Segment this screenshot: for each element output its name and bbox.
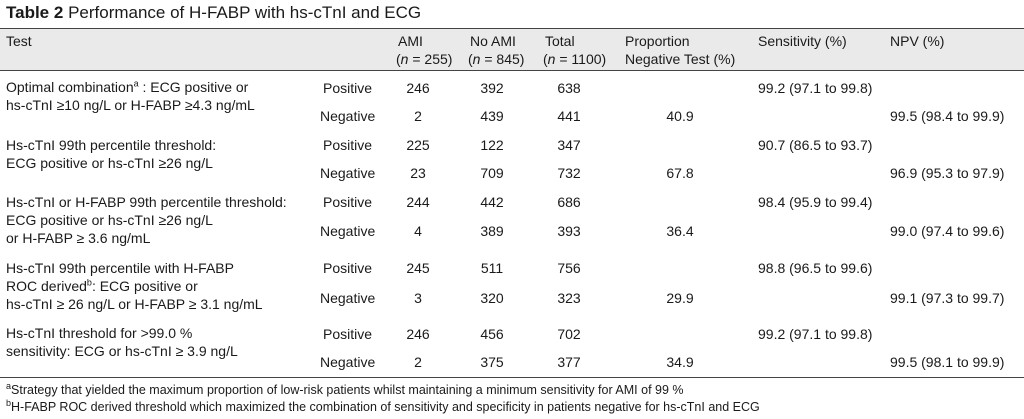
- header-noami: No AMI: [470, 33, 516, 49]
- group-3-negative-noami: 389: [480, 223, 504, 239]
- header-ami-n: (n = 255): [396, 51, 453, 67]
- group-2-positive-ami: 225: [406, 137, 430, 153]
- table-caption: Performance of H-FABP with hs-cTnI and E…: [68, 3, 422, 22]
- group-2-negative-proportion: 67.8: [666, 165, 694, 181]
- group-4-test-line-2: ROC derivedb: ECG positive or: [6, 277, 198, 294]
- header-rule: [0, 70, 1024, 71]
- footnote-b: bH-FABP ROC derived threshold which maxi…: [6, 397, 760, 414]
- group-1-positive-label: Positive: [323, 80, 373, 96]
- group-5-negative-npv: 99.5 (98.1 to 99.9): [890, 354, 1005, 370]
- bottom-rule: [0, 377, 1024, 378]
- group-2-positive-noami: 122: [480, 137, 504, 153]
- group-2-test-line-2: ECG positive or hs-cTnI ≥26 ng/L: [6, 155, 213, 171]
- group-1-positive-noami: 392: [480, 80, 504, 96]
- group-4-negative-ami: 3: [414, 290, 422, 306]
- group-4-negative-noami: 320: [480, 290, 504, 306]
- header-noami-n: (n = 845): [468, 51, 525, 67]
- group-4-negative-total: 323: [557, 290, 581, 306]
- group-3-test-line-3: or H-FABP ≥ 3.6 ng/mL: [6, 230, 151, 246]
- group-3-negative-proportion: 36.4: [666, 223, 694, 239]
- group-4-positive-sensitivity: 98.8 (96.5 to 99.6): [758, 260, 873, 276]
- group-2-negative-label: Negative: [320, 165, 376, 181]
- group-3-positive-label: Positive: [323, 194, 373, 210]
- group-1-positive-total: 638: [557, 80, 581, 96]
- table-header-band: [0, 28, 1024, 70]
- group-1-negative-total: 441: [557, 108, 581, 124]
- group-1-positive-ami: 246: [406, 80, 430, 96]
- group-2-positive-total: 347: [557, 137, 581, 153]
- group-1-positive-sensitivity: 99.2 (97.1 to 99.8): [758, 80, 873, 96]
- group-5-negative-proportion: 34.9: [666, 354, 694, 370]
- top-rule: [0, 28, 1024, 29]
- group-5-positive-sensitivity: 99.2 (97.1 to 99.8): [758, 326, 873, 342]
- group-3-positive-total: 686: [557, 194, 581, 210]
- group-4-negative-label: Negative: [320, 290, 376, 306]
- group-4-positive-total: 756: [557, 260, 581, 276]
- group-3-negative-ami: 4: [414, 223, 422, 239]
- group-3-positive-sensitivity: 98.4 (95.9 to 99.4): [758, 194, 873, 210]
- group-2-positive-sensitivity: 90.7 (86.5 to 93.7): [758, 137, 873, 153]
- group-4-test-line-3: hs-cTnI ≥ 26 ng/L or H-FABP ≥ 3.1 ng/mL: [6, 296, 263, 312]
- group-1-test-line-1: Optimal combinationa : ECG positive or: [6, 78, 249, 95]
- header-total: Total: [545, 33, 575, 49]
- group-2-negative-noami: 709: [480, 165, 504, 181]
- header-ami: AMI: [398, 33, 423, 49]
- group-5-negative-ami: 2: [414, 354, 422, 370]
- group-5-positive-ami: 246: [406, 326, 430, 342]
- group-5-positive-noami: 456: [480, 326, 504, 342]
- group-3-test-line-2: ECG positive or hs-cTnI ≥26 ng/L: [6, 212, 213, 228]
- group-5-positive-total: 702: [557, 326, 581, 342]
- header-proportion-2: Negative Test (%): [625, 51, 736, 67]
- group-3-positive-noami: 442: [480, 194, 504, 210]
- group-2-negative-npv: 96.9 (95.3 to 97.9): [890, 165, 1005, 181]
- group-2-test-line-1: Hs-cTnI 99th percentile threshold:: [6, 137, 217, 153]
- group-4-test-line-1: Hs-cTnI 99th percentile with H-FABP: [6, 260, 234, 276]
- group-4-positive-ami: 245: [406, 260, 430, 276]
- group-5-test-line-2: sensitivity: ECG or hs-cTnI ≥ 3.9 ng/L: [6, 343, 238, 359]
- group-5-test-line-1: Hs-cTnI threshold for >99.0 %: [6, 325, 193, 341]
- header-total-n: (n = 1100): [543, 51, 607, 67]
- group-3-test-line-1: Hs-cTnI or H-FABP 99th percentile thresh…: [6, 194, 287, 210]
- header-npv: NPV (%): [890, 33, 945, 49]
- group-3-negative-npv: 99.0 (97.4 to 99.6): [890, 223, 1005, 239]
- group-1-negative-npv: 99.5 (98.4 to 99.9): [890, 108, 1005, 124]
- group-5-negative-label: Negative: [320, 354, 376, 370]
- group-2-negative-total: 732: [557, 165, 581, 181]
- group-5-negative-noami: 375: [480, 354, 504, 370]
- table-title: Table 2 Performance of H-FABP with hs-cT…: [6, 2, 421, 24]
- group-4-positive-label: Positive: [323, 260, 373, 276]
- header-sensitivity: Sensitivity (%): [758, 33, 847, 49]
- group-1-test-line-2: hs-cTnI ≥10 ng/L or H-FABP ≥4.3 ng/mL: [6, 97, 255, 113]
- group-4-negative-proportion: 29.9: [666, 290, 694, 306]
- group-2-positive-label: Positive: [323, 137, 373, 153]
- group-3-negative-label: Negative: [320, 223, 376, 239]
- header-proportion: Proportion: [625, 33, 690, 49]
- footnote-a: aStrategy that yielded the maximum propo…: [6, 380, 684, 397]
- group-4-negative-npv: 99.1 (97.3 to 99.7): [890, 290, 1005, 306]
- group-1-negative-noami: 439: [480, 108, 504, 124]
- group-1-negative-label: Negative: [320, 108, 376, 124]
- table-label: Table 2: [6, 3, 64, 22]
- group-1-negative-proportion: 40.9: [666, 108, 694, 124]
- group-4-positive-noami: 511: [480, 260, 504, 276]
- group-3-negative-total: 393: [557, 223, 581, 239]
- group-5-positive-label: Positive: [323, 326, 373, 342]
- group-1-negative-ami: 2: [414, 108, 422, 124]
- header-test: Test: [6, 33, 32, 49]
- group-3-positive-ami: 244: [406, 194, 430, 210]
- group-2-negative-ami: 23: [410, 165, 426, 181]
- group-5-negative-total: 377: [557, 354, 581, 370]
